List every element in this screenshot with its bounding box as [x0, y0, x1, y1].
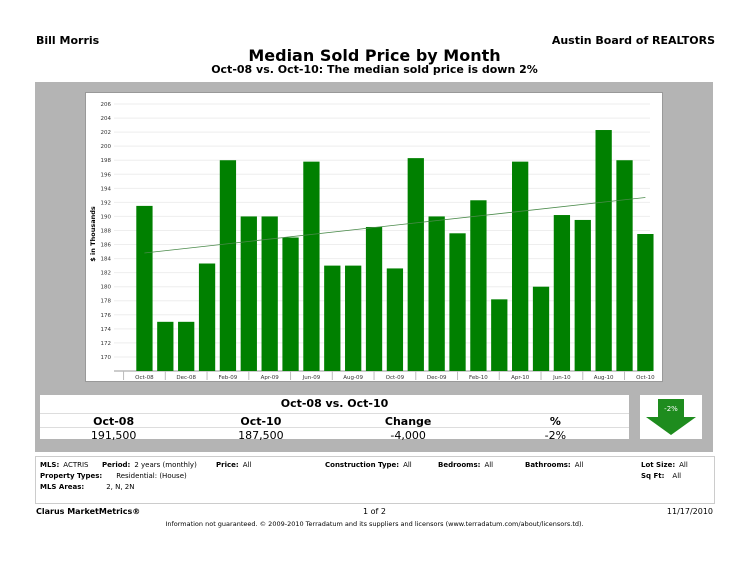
x-tick-label: Dec-08: [176, 375, 196, 381]
filter-construction: Construction Type: All: [325, 461, 412, 469]
y-tick-label: 200: [101, 144, 112, 150]
bar-Nov-08: [157, 321, 174, 371]
x-tick-label: Aug-09: [343, 375, 363, 381]
bar-May-09: [282, 237, 299, 371]
summary-table: Oct-08 vs. Oct-10 Oct-08 Oct-10 Change %…: [40, 395, 629, 442]
filter-price: Price: All: [216, 461, 252, 469]
y-tick-label: 174: [101, 327, 112, 333]
y-axis-label: $ in Thousands: [89, 206, 97, 262]
y-tick-label: 194: [101, 186, 112, 192]
agent-name: Bill Morris: [36, 34, 100, 47]
chart-area: 170 172 174 176 178 180 182 184 186 188 190 192 194 1…: [85, 92, 663, 382]
summary-col-change: Change: [384, 415, 432, 428]
y-tick-label: 186: [101, 243, 112, 249]
disclaimer: Information not guaranteed. © 2009-2010 …: [165, 520, 584, 528]
bar-Feb-09: [219, 160, 237, 371]
bar-Apr-09: [261, 216, 278, 371]
chart-subtitle: Oct-08 vs. Oct-10: The median sold price…: [211, 63, 538, 76]
filter-mls: MLS: ACTRIS: [40, 461, 89, 469]
summary-val-pct: -2%: [544, 429, 567, 442]
bar-Jan-10: [449, 233, 466, 371]
x-tick-label: Feb-09: [219, 375, 238, 381]
y-tick-label: 172: [101, 341, 112, 347]
summary-col-start: Oct-08: [93, 415, 135, 428]
x-tick-label: Apr-09: [261, 375, 280, 381]
y-tick-label: 204: [101, 116, 112, 122]
y-tick-label: 184: [101, 257, 112, 263]
filter-criteria: MLS: ACTRIS Period: 2 years (monthly) Pric…: [35, 456, 715, 504]
bar-Jul-09: [324, 265, 341, 371]
x-tick-label: Feb-10: [469, 375, 488, 381]
down-arrow-icon: -2%: [646, 399, 696, 435]
y-tick-label: 188: [101, 228, 112, 234]
bar-Sep-09: [365, 226, 383, 371]
summary-val-end: 187,500: [238, 429, 284, 442]
filter-mls-areas: MLS Areas: 2, N, 2N: [40, 483, 135, 491]
summary-col-pct: %: [549, 415, 561, 428]
bar-Aug-10: [595, 130, 612, 371]
report-date: 11/17/2010: [666, 507, 713, 516]
x-tick-label: Jun-10: [552, 375, 571, 381]
bar-Feb-10: [470, 200, 487, 371]
brand-name: Clarus MarketMetrics®: [36, 507, 141, 516]
bar-Oct-09: [386, 268, 404, 371]
y-tick-label: 176: [101, 313, 112, 319]
x-tick-label: Dec-09: [427, 375, 447, 381]
bar-Sep-10: [616, 160, 633, 371]
bar-Jul-10: [574, 219, 591, 371]
board-name: Austin Board of REALTORS: [551, 34, 715, 47]
filter-property-types: Property Types: Residential: (House): [40, 472, 187, 480]
summary-heading: Oct-08 vs. Oct-10: [280, 397, 389, 410]
summary-col-end: Oct-10: [240, 415, 282, 428]
filter-lot-size: Lot Size: All: [641, 461, 688, 469]
x-tick-label: Apr-10: [511, 375, 530, 381]
bar-Mar-09: [240, 216, 257, 371]
x-tick-label: Oct-08: [135, 375, 154, 381]
bar-chart: 170 172 174 176 178 180 182 184 186 188 190 192 194 1…: [89, 102, 655, 381]
page-number: 1 of 2: [363, 507, 386, 516]
bar-Dec-08: [178, 321, 195, 371]
filter-period: Period: 2 years (monthly): [102, 461, 197, 469]
bar-Aug-09: [345, 265, 362, 371]
y-tick-label: 192: [101, 200, 112, 206]
summary-val-change: -4,000: [390, 429, 426, 442]
y-tick-label: 206: [101, 102, 112, 108]
filter-bathrooms: Bathrooms: All: [525, 461, 584, 469]
y-tick-label: 182: [101, 271, 112, 277]
bar-Jun-10: [553, 215, 571, 371]
y-tick-label: 170: [101, 355, 112, 361]
bar-Nov-09: [407, 158, 424, 371]
y-tick-label: 196: [101, 172, 112, 178]
y-tick-label: 178: [101, 299, 112, 305]
arrow-label: -2%: [664, 405, 678, 413]
x-tick-label: Oct-09: [386, 375, 405, 381]
y-tick-label: 198: [101, 158, 112, 164]
filter-bedrooms: Bedrooms: All: [438, 461, 494, 469]
y-tick-label: 190: [101, 214, 112, 220]
bar-Jun-09: [303, 161, 320, 371]
bar-Oct-10: [637, 234, 654, 371]
bar-Jan-09: [198, 263, 216, 371]
bar-Apr-10: [512, 161, 529, 371]
x-tick-label: Aug-10: [594, 375, 614, 381]
y-tick-label: 202: [101, 130, 112, 136]
bar-Mar-10: [491, 299, 508, 371]
y-tick-label: 180: [101, 285, 112, 291]
filter-sqft: Sq Ft: All: [641, 472, 682, 480]
trendline: [144, 197, 646, 254]
bar-Dec-09: [428, 216, 445, 371]
x-tick-label: Oct-10: [636, 375, 655, 381]
summary-val-start: 191,500: [90, 429, 137, 442]
chart-title: Median Sold Price by Month: [248, 46, 501, 65]
x-tick-label: Jun-09: [302, 375, 321, 381]
bar-May-10: [532, 286, 550, 371]
trend-indicator: -2%: [640, 395, 702, 439]
bar-Oct-08: [136, 205, 153, 371]
